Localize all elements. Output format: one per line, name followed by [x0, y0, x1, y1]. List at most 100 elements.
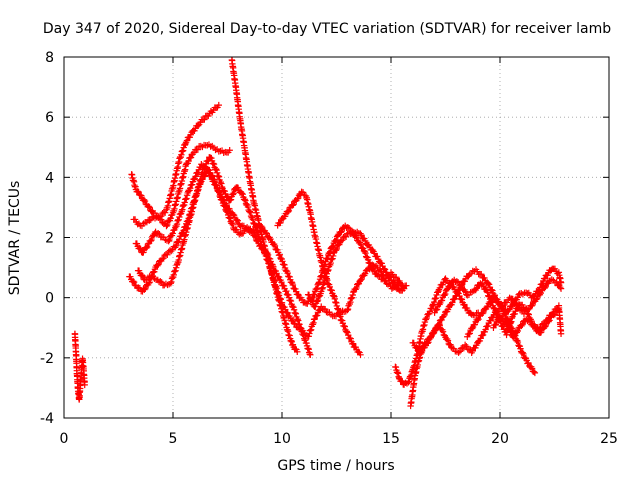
plus-marker [139, 272, 146, 280]
plus-marker [364, 256, 372, 263]
plus-marker [284, 208, 292, 216]
plus-marker [474, 317, 481, 324]
plus-marker [424, 340, 431, 347]
series-arc-8 [274, 188, 364, 359]
plus-marker [130, 278, 138, 286]
plus-marker [330, 292, 337, 299]
plus-marker [522, 305, 530, 312]
plus-marker [219, 197, 226, 204]
plus-marker [430, 330, 437, 337]
plus-marker [316, 307, 323, 314]
plus-marker [210, 160, 218, 168]
plus-marker [314, 296, 322, 304]
plus-marker [487, 317, 494, 325]
plus-marker [169, 230, 176, 237]
series-arc-14 [464, 265, 565, 340]
plus-marker [490, 293, 497, 301]
plus-marker [145, 203, 152, 210]
plus-marker [190, 176, 198, 183]
plus-marker [338, 237, 346, 244]
plus-marker [291, 320, 299, 328]
plus-marker [324, 280, 331, 287]
plus-marker [271, 242, 279, 250]
plus-marker [135, 188, 142, 196]
plus-marker [441, 311, 448, 319]
plus-marker [528, 302, 535, 310]
plus-marker [187, 154, 195, 161]
plus-marker [188, 181, 196, 188]
plus-marker [503, 321, 510, 328]
plus-marker [146, 204, 153, 211]
plus-marker [146, 217, 153, 224]
plus-marker [438, 297, 446, 304]
plus-marker [223, 207, 231, 215]
plus-marker [490, 304, 497, 311]
plus-marker [294, 291, 302, 298]
plus-marker [353, 284, 360, 292]
plus-marker [81, 381, 88, 389]
plus-marker [224, 209, 231, 216]
plus-marker [396, 279, 403, 286]
plus-marker [287, 297, 295, 305]
plus-marker [525, 317, 532, 324]
plus-marker [185, 188, 192, 195]
plus-marker [466, 330, 473, 337]
plus-marker [369, 246, 376, 254]
plus-marker [136, 284, 144, 292]
plus-marker [278, 278, 285, 286]
plus-marker [491, 294, 498, 302]
plus-marker [520, 350, 527, 358]
plus-marker [286, 273, 293, 281]
plus-marker [342, 233, 350, 240]
plus-marker [140, 196, 148, 203]
plus-marker [519, 291, 527, 298]
plus-marker [529, 301, 536, 309]
plus-marker [458, 282, 465, 290]
plus-marker [313, 284, 321, 292]
plus-marker [446, 283, 453, 290]
plus-marker [337, 316, 345, 324]
plus-marker [321, 305, 329, 313]
plus-marker [312, 303, 319, 310]
plus-marker [484, 322, 492, 330]
plus-marker [433, 306, 441, 313]
plus-marker [528, 365, 536, 372]
plus-marker [140, 249, 147, 256]
plus-marker [158, 255, 166, 263]
plus-marker [455, 349, 462, 356]
plus-marker [133, 240, 141, 247]
plus-marker [315, 293, 322, 300]
plus-marker [458, 296, 466, 303]
plus-marker [357, 351, 364, 359]
tick-labels: 0 5 10 15 20 25 -4 -2 0 2 4 6 8 [40, 50, 618, 447]
plus-marker [393, 274, 400, 281]
plus-marker [352, 286, 359, 293]
plus-marker [536, 284, 544, 291]
plus-marker [138, 192, 145, 199]
plus-marker [435, 321, 443, 328]
plus-marker [358, 231, 365, 239]
plus-marker [423, 314, 430, 322]
plus-marker [506, 326, 514, 334]
plus-marker [221, 203, 229, 210]
plus-marker [239, 229, 247, 237]
plus-marker [333, 236, 340, 244]
plus-marker [315, 280, 322, 287]
plus-marker [399, 287, 406, 294]
plus-marker [208, 172, 216, 179]
plus-marker [233, 226, 240, 233]
plus-marker [341, 323, 348, 330]
plus-marker [129, 277, 137, 285]
plus-marker [210, 160, 217, 167]
plus-marker [333, 245, 340, 253]
plus-marker [479, 309, 487, 317]
plus-marker [135, 267, 143, 274]
plus-marker [311, 291, 318, 298]
plus-marker [289, 202, 296, 209]
plus-marker [163, 222, 170, 230]
plus-marker [160, 255, 167, 262]
plus-marker [221, 202, 228, 209]
plus-marker [230, 212, 238, 219]
plus-marker [143, 244, 150, 252]
plus-marker [229, 191, 237, 198]
